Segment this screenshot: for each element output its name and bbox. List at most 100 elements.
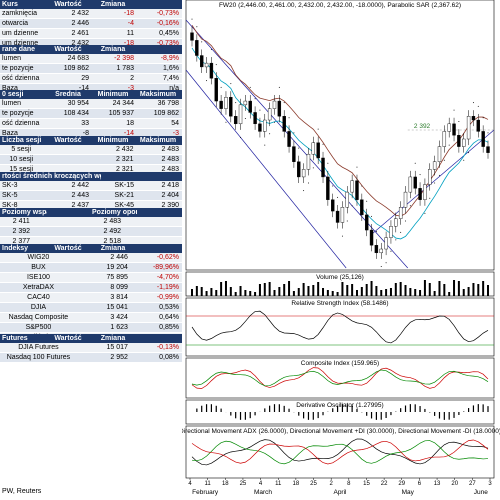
- x-axis-day-label: 20: [451, 481, 458, 487]
- table-cell: n/a: [169, 85, 179, 92]
- sar-dot: [206, 80, 208, 82]
- volume-bar: [210, 288, 213, 296]
- table-cell: 2 404: [161, 192, 179, 199]
- table-cell: 2 446: [71, 20, 89, 27]
- table-cell: 3 814: [110, 294, 128, 301]
- candle-body: [423, 184, 427, 200]
- table-cell: SK-45: [114, 202, 134, 209]
- sar-dot: [419, 174, 421, 176]
- sar-dot: [361, 185, 363, 187]
- table-indeksy: Indeksy Wartość Zmiana WIG20 2 446 -0,62% BUX 1…: [0, 244, 182, 343]
- table-cell: 2 437: [71, 202, 89, 209]
- candle-body: [350, 180, 354, 193]
- minus-di-line: [191, 439, 489, 465]
- table-cell: 0,53%: [159, 304, 180, 311]
- volume-bar: [297, 288, 300, 296]
- header-cell: [128, 172, 155, 181]
- header-cell: rane dane: [2, 46, 36, 53]
- table-header: Poziomy wsparcia Poziomy oporu: [0, 208, 182, 217]
- candle-body: [466, 116, 471, 140]
- rsi-title: Relative Strength Index (58.1486): [291, 300, 388, 307]
- sar-dot: [482, 117, 484, 119]
- sar-dot: [283, 102, 285, 104]
- candle-body: [442, 131, 447, 147]
- table-row: XetraDAX 8 099 -1,19%: [0, 283, 182, 293]
- table-cell: 2 492: [103, 228, 122, 235]
- candle-body: [204, 62, 209, 68]
- header-cell: Wartość: [54, 245, 82, 252]
- x-axis-day-label: 22: [381, 481, 388, 487]
- table-row: SK-5 2 443 SK-21 2 404: [0, 191, 182, 201]
- sar-dot: [327, 162, 329, 164]
- sar-dot: [371, 215, 373, 217]
- sar-dot: [259, 109, 261, 111]
- table-cell: -0,62%: [156, 254, 180, 261]
- x-axis-day-label: 6: [418, 481, 422, 487]
- candle-body: [432, 161, 437, 170]
- header-cell: Poziomy oporu: [92, 209, 137, 216]
- header-cell: Wartość: [54, 46, 82, 53]
- table-row: ISE100 75 895 -4,70%: [0, 273, 182, 283]
- candle-body: [447, 123, 451, 132]
- volume-bar: [477, 284, 480, 296]
- sar-dot: [375, 231, 377, 233]
- table-cell: Nasdaq Composite: [8, 314, 69, 321]
- table-cell: WIG20: [27, 254, 50, 261]
- band-line: [191, 47, 489, 240]
- sar-dot: [312, 167, 314, 169]
- volume-bar: [385, 289, 388, 296]
- table-kurs: Kurs Wartość Zmiana zamknięcia 2 432 -18 -0,73…: [0, 0, 182, 49]
- table-cell: 2: [130, 75, 134, 82]
- volume-bar: [200, 287, 203, 296]
- header-cell: Indeksy: [2, 245, 29, 252]
- volume-bar: [307, 286, 310, 296]
- table-cell: ISE100: [26, 274, 50, 281]
- sar-dot: [249, 86, 251, 88]
- header-cell: [101, 172, 128, 181]
- header-cell: Wartość: [54, 137, 82, 144]
- sar-dot: [356, 166, 358, 168]
- candle-body: [462, 138, 466, 147]
- volume-bar: [195, 286, 198, 296]
- candle-body: [374, 245, 379, 254]
- table-cell: -18: [123, 40, 134, 47]
- volume-bar: [288, 281, 291, 296]
- chart-pane: [185, 357, 495, 399]
- sar-dot: [332, 185, 334, 187]
- sar-dot: [477, 105, 479, 107]
- volume-bar: [472, 283, 475, 296]
- volume-bar: [380, 290, 383, 296]
- volume-bar: [224, 281, 227, 296]
- table-cell: 30 954: [67, 100, 89, 107]
- volume-bar: [467, 287, 470, 296]
- volume-bar: [326, 290, 329, 296]
- volume-bar: [394, 283, 397, 296]
- table-row: te pozycje 108 434 105 937 109 862: [0, 109, 182, 119]
- candle-body: [267, 108, 272, 121]
- plus-di-line: [191, 440, 489, 465]
- table-sesje: 0 sesji Średnia Minimum Maksimum lumen 30 954…: [0, 90, 182, 139]
- sar-dot: [468, 152, 470, 154]
- sar-dot: [366, 200, 368, 202]
- table-cell: -0,73%: [156, 40, 179, 47]
- table-cell: [46, 155, 92, 164]
- table-cell: -18: [123, 10, 134, 17]
- candle-body: [200, 55, 204, 68]
- sar-dot: [414, 162, 416, 164]
- sar-dot: [448, 144, 450, 146]
- sar-dot: [472, 102, 474, 104]
- dmi-title: Directional Movement ADX (26.0000), Dire…: [182, 428, 500, 435]
- table-cell: Baza: [2, 130, 18, 137]
- table-cell: 2 321: [115, 166, 134, 173]
- market-data-panel: Kurs Wartość Zmiana zamknięcia 2 432 -18 -0,73…: [0, 0, 182, 500]
- volume-bar: [331, 291, 334, 296]
- candle-body: [345, 191, 349, 208]
- candle-body: [403, 191, 408, 208]
- table-cell: 5 sesji: [11, 146, 32, 153]
- table-cell: -1,19%: [156, 284, 180, 291]
- table-row: um dzienne 2 461 11 0,45%: [0, 29, 182, 39]
- volume-bar: [268, 282, 271, 296]
- table-cell: um dzienne: [2, 30, 39, 37]
- table-cell: SK-3: [2, 182, 18, 189]
- volume-bar: [258, 284, 261, 296]
